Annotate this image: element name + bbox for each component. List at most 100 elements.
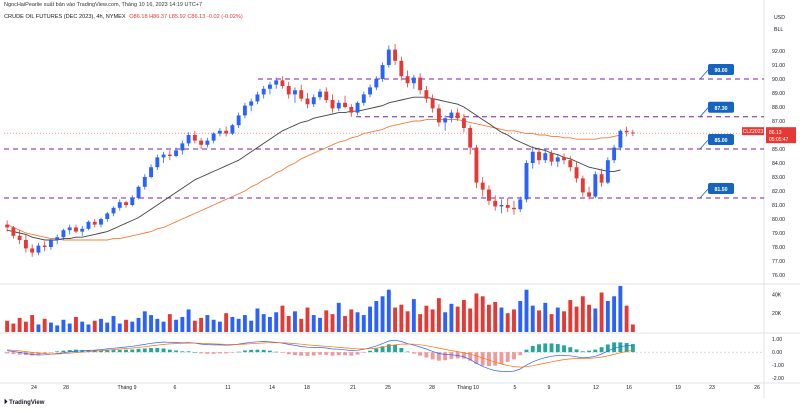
candle-body <box>86 221 91 229</box>
macd-tick-label: 0.00 <box>772 350 782 356</box>
volume-bar <box>393 307 398 332</box>
volume-bar <box>430 309 435 332</box>
candle-body <box>580 178 585 193</box>
volume-bar <box>436 298 441 332</box>
macd-histogram-bar <box>580 351 585 353</box>
volume-bar <box>574 306 579 332</box>
macd-histogram-bar <box>149 348 153 353</box>
macd-histogram-bar <box>349 352 354 356</box>
candle-body <box>480 182 485 190</box>
macd-histogram-bar <box>468 352 473 361</box>
volume-bar <box>568 300 573 332</box>
candle-body <box>386 49 391 65</box>
macd-histogram-bar <box>568 347 573 353</box>
candle-body <box>374 79 379 88</box>
candle-body <box>618 130 623 148</box>
volume-bar <box>274 312 279 332</box>
candle-body <box>474 147 479 183</box>
price-tick-label: 92.00 <box>772 49 785 55</box>
candle-body <box>487 189 491 201</box>
volume-bar <box>174 319 179 332</box>
volume-bar <box>230 316 235 332</box>
volume-bar <box>461 300 466 332</box>
macd-histogram-bar <box>55 351 60 353</box>
candle-body <box>242 105 247 116</box>
macd-histogram-bar <box>268 350 272 353</box>
candle-body <box>530 151 535 163</box>
candle-body <box>436 108 441 123</box>
macd-histogram-bar <box>111 350 116 353</box>
candle-body <box>311 97 316 105</box>
macd-histogram-bar <box>562 345 566 353</box>
unit-label: BLL <box>774 27 783 33</box>
macd-histogram-bar <box>199 352 204 354</box>
macd-histogram-bar <box>136 348 141 353</box>
volume-bar <box>242 315 247 332</box>
price-tick-label: 85.00 <box>772 147 785 153</box>
macd-tick-label: -1.00 <box>772 363 784 369</box>
volume-bar <box>336 302 341 332</box>
volume-bar <box>386 289 391 332</box>
candle-body <box>205 140 210 145</box>
volume-bar <box>299 318 304 332</box>
level-connector <box>699 69 709 80</box>
x-tick-label: 6 <box>174 385 177 391</box>
volume-bar <box>155 318 160 332</box>
volume-bar <box>86 324 91 332</box>
volume-bar <box>130 321 135 332</box>
x-tick-label: 12 <box>593 385 599 391</box>
price-tick-label: 84.00 <box>772 161 785 167</box>
price-tick-label: 88.00 <box>772 105 785 111</box>
candle-body <box>624 130 629 133</box>
volume-bar <box>455 306 460 332</box>
currency-label: USD <box>774 15 785 21</box>
volume-bar <box>67 323 72 332</box>
macd-histogram-bar <box>86 350 91 353</box>
volume-bar <box>587 304 592 332</box>
volume-bar <box>480 296 485 332</box>
macd-histogram-bar <box>261 349 266 353</box>
last-price-tag <box>766 127 796 144</box>
x-tick-label: 16 <box>626 385 632 391</box>
macd-histogram-bar <box>618 342 623 353</box>
volume-bar <box>537 310 541 332</box>
volume-bar <box>205 315 210 332</box>
candle-body <box>299 90 304 99</box>
macd-histogram-bar <box>612 342 617 353</box>
volume-bar <box>99 318 103 332</box>
macd-histogram-bar <box>493 352 498 366</box>
macd-histogram-bar <box>211 352 216 354</box>
price-tick-label: 91.00 <box>772 63 785 69</box>
volume-bar <box>330 314 335 332</box>
candle-body <box>23 240 28 249</box>
volume-bar <box>48 322 53 332</box>
volume-bar <box>280 305 285 332</box>
candle-body <box>67 227 72 231</box>
volume-bar <box>530 305 535 332</box>
candle-body <box>537 151 541 161</box>
macd-histogram-bar <box>217 352 222 354</box>
volume-bar <box>124 319 128 332</box>
candle-body <box>430 98 435 109</box>
volume-bar <box>136 317 141 332</box>
volume-bar <box>487 304 491 332</box>
candle-body <box>249 101 254 106</box>
candle-body <box>455 112 460 119</box>
macd-histogram-bar <box>318 352 322 355</box>
volume-bar <box>524 289 529 332</box>
macd-histogram-bar <box>192 352 197 353</box>
brand-label: TradingView <box>9 400 45 406</box>
volume-bar <box>418 314 423 332</box>
volume-bar <box>443 312 448 332</box>
volume-bar <box>142 311 147 332</box>
x-tick-label: Tháng 10 <box>457 385 479 391</box>
macd-histogram-bar <box>61 350 66 353</box>
volume-bar <box>399 304 404 332</box>
volume-bar <box>249 320 254 332</box>
macd-histogram-bar <box>436 352 441 361</box>
macd-histogram-bar <box>249 349 254 353</box>
tradingview-logo[interactable]: ⏵ TradingView <box>4 399 44 407</box>
volume-bar <box>5 320 10 332</box>
volume-bar <box>349 309 354 332</box>
